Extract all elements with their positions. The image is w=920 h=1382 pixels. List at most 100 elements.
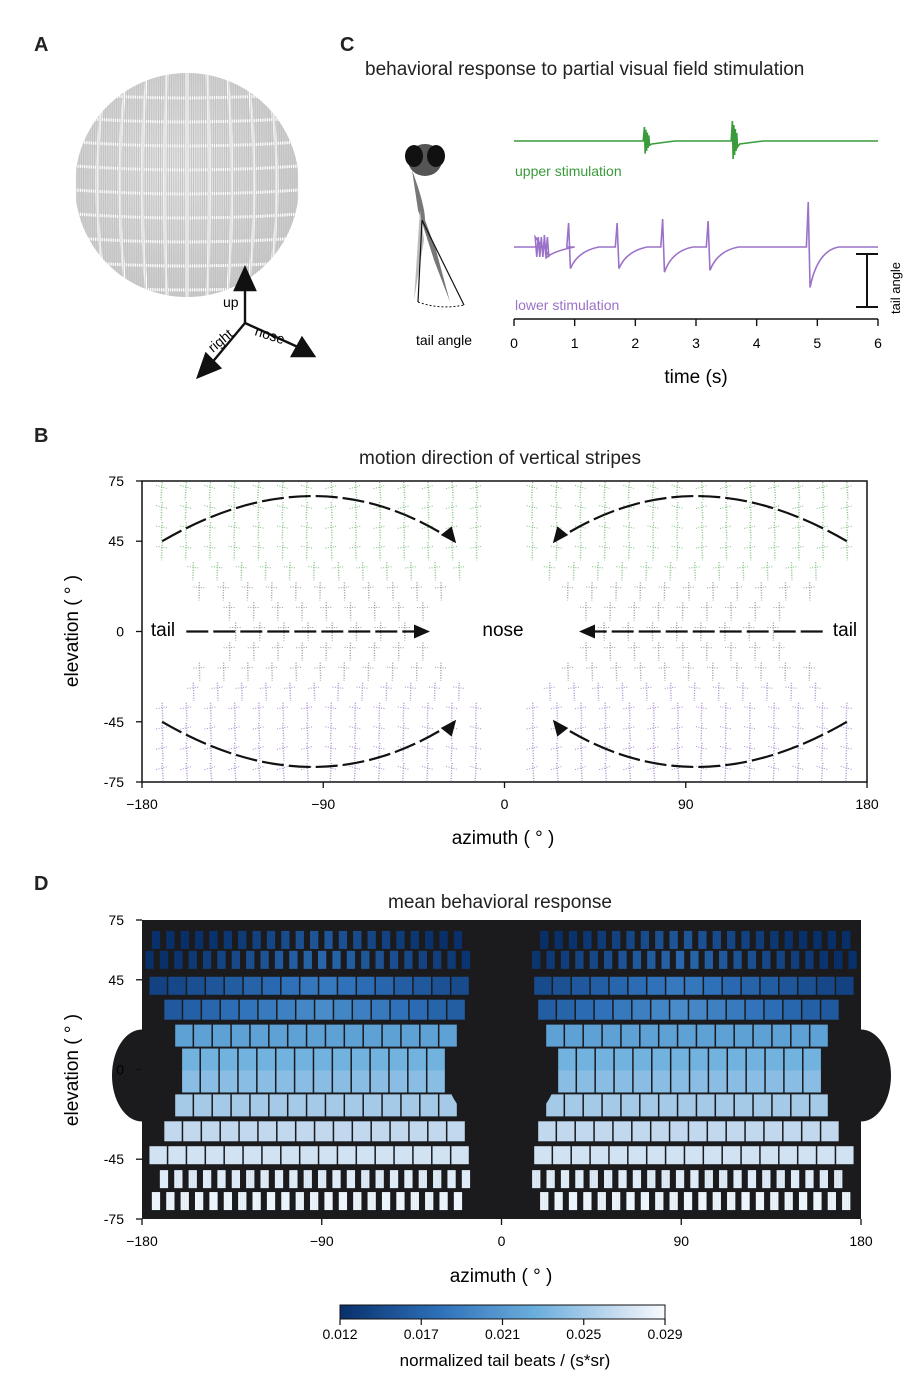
- response-cell: [642, 930, 645, 949]
- stripe-mark: [695, 525, 708, 529]
- response-cell: [606, 950, 609, 969]
- stripe-mark: [580, 702, 583, 721]
- response-cell: [780, 1170, 783, 1189]
- stripe-mark: [204, 505, 217, 510]
- stripe-mark: [349, 726, 362, 730]
- response-cell: [199, 930, 202, 949]
- stripe-mark: [623, 505, 636, 510]
- response-cell: [187, 1146, 205, 1165]
- stripe-mark: [840, 706, 853, 710]
- stripe-mark: [768, 706, 781, 710]
- stripe-mark: [257, 522, 260, 541]
- response-cell: [324, 950, 327, 969]
- response-cell: [305, 1170, 308, 1189]
- response-cell: [821, 1121, 839, 1142]
- response-cell: [296, 1121, 314, 1142]
- stripe-mark: [301, 484, 314, 490]
- response-cell: [833, 1192, 836, 1211]
- stripe-mark: [235, 566, 248, 569]
- response-cell: [396, 930, 399, 949]
- stripe-mark: [451, 502, 454, 521]
- response-cell: [589, 950, 592, 969]
- response-cell: [854, 950, 857, 969]
- stripe-mark: [737, 686, 750, 689]
- response-cell: [602, 1024, 621, 1047]
- stripe-mark: [305, 502, 308, 521]
- arrow-head-icon: [413, 624, 430, 639]
- response-cell: [718, 1192, 721, 1211]
- response-cell: [199, 1192, 202, 1211]
- response-cell: [802, 1121, 820, 1142]
- stripe-mark: [180, 545, 193, 549]
- response-cell: [760, 976, 779, 995]
- response-cell: [312, 1192, 315, 1211]
- response-cell: [463, 950, 467, 969]
- response-cell: [413, 1146, 432, 1165]
- lower-stimulation-trace: [514, 201, 878, 288]
- response-cell: [784, 1070, 803, 1093]
- response-cell: [616, 930, 619, 949]
- response-cell: [314, 1048, 332, 1071]
- larva-eye-left: [405, 145, 423, 167]
- response-cell: [534, 950, 537, 969]
- response-cell: [850, 950, 853, 969]
- stripe-mark: [378, 542, 381, 561]
- stripe-mark: [792, 545, 805, 549]
- arrow-head-icon: [440, 719, 457, 737]
- response-cell: [363, 1024, 382, 1047]
- response-cell: [757, 1192, 761, 1211]
- stripe-mark: [470, 726, 483, 730]
- response-cell: [734, 1094, 753, 1117]
- stripe-mark: [744, 484, 757, 490]
- stripe-mark: [846, 481, 849, 501]
- motion-arrow-upper-right: [554, 495, 848, 543]
- response-cell: [307, 1170, 310, 1189]
- stripe-mark: [671, 726, 684, 730]
- response-cell: [829, 1192, 832, 1211]
- response-cell: [443, 1192, 446, 1211]
- response-cell: [390, 1121, 409, 1142]
- response-cell: [817, 1192, 820, 1211]
- stripe-mark: [530, 481, 534, 501]
- response-cell: [663, 1170, 666, 1189]
- response-cell: [348, 950, 352, 969]
- stripe-mark: [180, 726, 193, 730]
- stripe-mark: [531, 502, 534, 521]
- response-cell: [371, 1121, 390, 1142]
- stripe-mark: [402, 722, 405, 741]
- response-cell: [795, 950, 798, 969]
- response-cell: [572, 1192, 576, 1211]
- response-cell: [209, 1192, 212, 1211]
- response-cell: [556, 1192, 559, 1211]
- stripe-mark: [180, 765, 193, 771]
- stripe-mark: [768, 765, 781, 771]
- response-cell: [566, 950, 570, 969]
- response-cell: [747, 1170, 751, 1189]
- response-cell: [534, 1170, 537, 1189]
- stripe-mark: [671, 525, 684, 529]
- stripe-mark: [556, 742, 559, 761]
- response-cell: [661, 950, 664, 969]
- response-cell: [412, 1192, 415, 1211]
- nose-arrow-icon: [289, 335, 317, 358]
- response-cell: [770, 930, 773, 949]
- response-cell: [252, 1192, 255, 1211]
- response-cell: [365, 950, 368, 969]
- stripe-mark: [281, 502, 284, 521]
- response-cell: [431, 1192, 434, 1211]
- stripe-mark: [373, 765, 386, 771]
- response-cell: [753, 950, 757, 969]
- x-tick-label: −90: [311, 796, 335, 812]
- stripe-mark: [725, 502, 728, 521]
- stripe-mark: [257, 542, 260, 561]
- stripe-mark: [427, 481, 430, 501]
- response-cell: [172, 930, 175, 949]
- stripe-mark: [232, 502, 236, 521]
- response-cell: [300, 976, 318, 995]
- stripe-mark: [156, 505, 169, 510]
- stripe-mark: [816, 484, 829, 490]
- stripe-mark: [574, 484, 588, 490]
- stripe-mark: [301, 726, 314, 730]
- stripe-mark: [156, 706, 169, 710]
- stripe-mark: [586, 666, 599, 669]
